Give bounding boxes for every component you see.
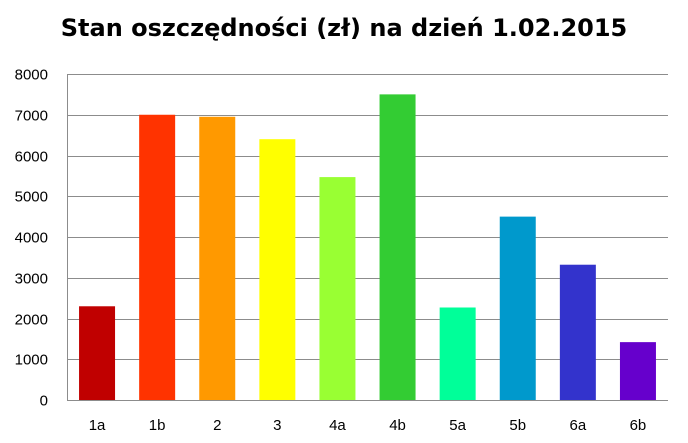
bar-5a [439, 307, 476, 400]
x-tick-label-4a: 4a [329, 417, 346, 434]
y-tick-label-1000: 1000 [15, 352, 48, 369]
x-tick-label-6b: 6b [630, 417, 647, 434]
y-tick-label-3000: 3000 [15, 271, 48, 288]
y-tick-label-5000: 5000 [15, 189, 48, 206]
bar-4b [379, 94, 416, 400]
y-tick-label-6000: 6000 [15, 149, 48, 166]
y-tick-label-8000: 8000 [15, 67, 48, 84]
bar-5b [499, 216, 536, 400]
x-tick-label-1a: 1a [89, 417, 106, 434]
x-tick-label-1b: 1b [149, 417, 166, 434]
bar-2 [199, 116, 236, 400]
x-tick-label-3: 3 [273, 417, 281, 434]
y-tick-label-4000: 4000 [15, 230, 48, 247]
y-tick-label-2000: 2000 [15, 312, 48, 329]
bar-3 [259, 139, 296, 400]
y-tick-label-7000: 7000 [15, 108, 48, 125]
bar-1a [79, 306, 116, 400]
bar-6a [559, 264, 596, 400]
x-tick-label-2: 2 [213, 417, 221, 434]
x-tick-label-5a: 5a [449, 417, 466, 434]
x-tick-label-5b: 5b [509, 417, 526, 434]
bar-4a [319, 177, 356, 400]
x-tick-label-6a: 6a [570, 417, 587, 434]
bar-1b [139, 114, 176, 400]
y-tick-label-0: 0 [40, 393, 48, 410]
bar-6b [619, 342, 656, 400]
x-tick-label-4b: 4b [389, 417, 406, 434]
chart-title: Stan oszczędności (zł) na dzień 1.02.201… [60, 14, 628, 42]
